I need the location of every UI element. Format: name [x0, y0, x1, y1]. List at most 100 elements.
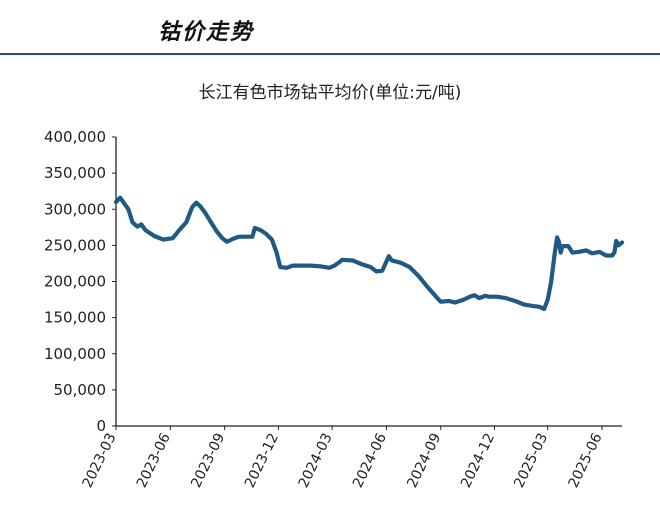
y-tick-label: 50,000 [54, 381, 107, 399]
x-tick-label: 2025-03 [511, 431, 551, 491]
price-data-point [361, 263, 363, 265]
x-tick-label: 2024-03 [296, 431, 336, 491]
x-tick-label: 2025-06 [566, 431, 606, 491]
price-data-point [131, 221, 134, 223]
price-data-point [185, 221, 187, 223]
x-tick-label: 2024-09 [404, 431, 444, 491]
price-data-point [310, 265, 312, 267]
price-data-point [265, 233, 267, 235]
price-data-point [599, 251, 601, 253]
price-data-point [172, 237, 174, 239]
price-data-point [440, 301, 442, 303]
price-data-point [554, 252, 556, 254]
price-data-point [611, 254, 613, 257]
y-tick-label: 0 [96, 417, 106, 435]
price-data-point [279, 266, 281, 268]
price-data-point [558, 241, 560, 243]
price-data-point [226, 241, 228, 243]
price-data-point [153, 235, 155, 237]
x-tick-label: 2023-12 [242, 431, 282, 491]
price-data-point [127, 208, 129, 210]
price-data-point [301, 265, 303, 267]
price-data-point [162, 239, 164, 241]
price-data-point [381, 270, 383, 272]
price-data-point [191, 206, 193, 208]
price-data-point [496, 296, 498, 298]
price-data-point [478, 297, 480, 299]
price-data-point [391, 259, 393, 262]
price-data-point [388, 255, 390, 257]
price-data-point [577, 251, 580, 253]
x-tick-label: 2024-06 [350, 431, 390, 491]
price-data-point [136, 226, 138, 228]
y-tick-label: 100,000 [44, 345, 106, 363]
price-data-point [621, 241, 623, 244]
price-data-point [260, 229, 262, 231]
price-data-point [341, 259, 343, 261]
y-tick-label: 300,000 [44, 200, 106, 218]
price-data-point [245, 236, 248, 238]
price-data-point [204, 212, 206, 214]
price-data-point [119, 197, 121, 199]
price-data-point [286, 267, 288, 269]
price-data-point [400, 262, 402, 264]
price-data-point [215, 230, 217, 232]
price-data-point [209, 220, 212, 223]
price-data-point [385, 260, 388, 262]
y-tick-label: 350,000 [44, 164, 106, 182]
price-data-point [505, 297, 507, 299]
price-data-point [454, 301, 456, 304]
price-data-point [178, 230, 180, 232]
price-data-point [613, 252, 616, 254]
price-data-point [615, 240, 617, 242]
price-data-point [292, 265, 294, 267]
price-data-point [140, 223, 142, 225]
y-tick-label: 400,000 [44, 128, 106, 146]
y-tick-label: 250,000 [44, 236, 106, 254]
price-data-point [195, 202, 197, 204]
price-data-point [448, 300, 450, 302]
price-data-point [338, 262, 340, 264]
price-data-point [543, 308, 545, 310]
price-data-point [352, 259, 354, 262]
x-tick-label: 2023-09 [188, 431, 228, 491]
price-data-point [115, 201, 117, 203]
price-data-point [276, 252, 278, 254]
price-data-point [473, 294, 475, 296]
price-data-point [556, 236, 558, 238]
price-data-point [436, 296, 438, 298]
x-tick-label: 2023-06 [134, 431, 174, 491]
section-title: 钴价走势 [158, 19, 255, 45]
price-data-point [408, 266, 411, 268]
price-data-point [484, 295, 486, 297]
price-data-point [617, 244, 620, 246]
price-data-point [591, 252, 593, 254]
price-data-point [427, 286, 429, 288]
price-data-point [571, 252, 574, 254]
price-data-point [251, 236, 253, 238]
x-tick-label: 2023-03 [80, 431, 120, 491]
price-data-point [375, 270, 377, 272]
price-data-point [238, 236, 240, 238]
price-data-point [469, 296, 471, 298]
price-data-point [144, 229, 147, 231]
price-data-point [567, 245, 569, 247]
header-divider [0, 53, 660, 55]
price-data-point [123, 202, 125, 205]
price-data-point [538, 306, 541, 308]
price-data-point [488, 296, 490, 298]
y-tick-label: 150,000 [44, 309, 106, 327]
price-data-point [271, 239, 273, 241]
chart-title: 长江有色市场钴平均价(单位:元/吨) [198, 83, 462, 103]
price-data-point [550, 280, 552, 283]
price-data-point [585, 249, 587, 251]
price-data-point [560, 252, 562, 254]
price-data-point [333, 265, 336, 267]
price-data-point [328, 267, 330, 269]
price-data-point [561, 245, 564, 247]
price-data-point [605, 254, 607, 257]
price-data-point [532, 305, 535, 307]
price-data-point [232, 238, 234, 240]
price-series-line [113, 195, 625, 312]
price-data-point [221, 237, 223, 239]
